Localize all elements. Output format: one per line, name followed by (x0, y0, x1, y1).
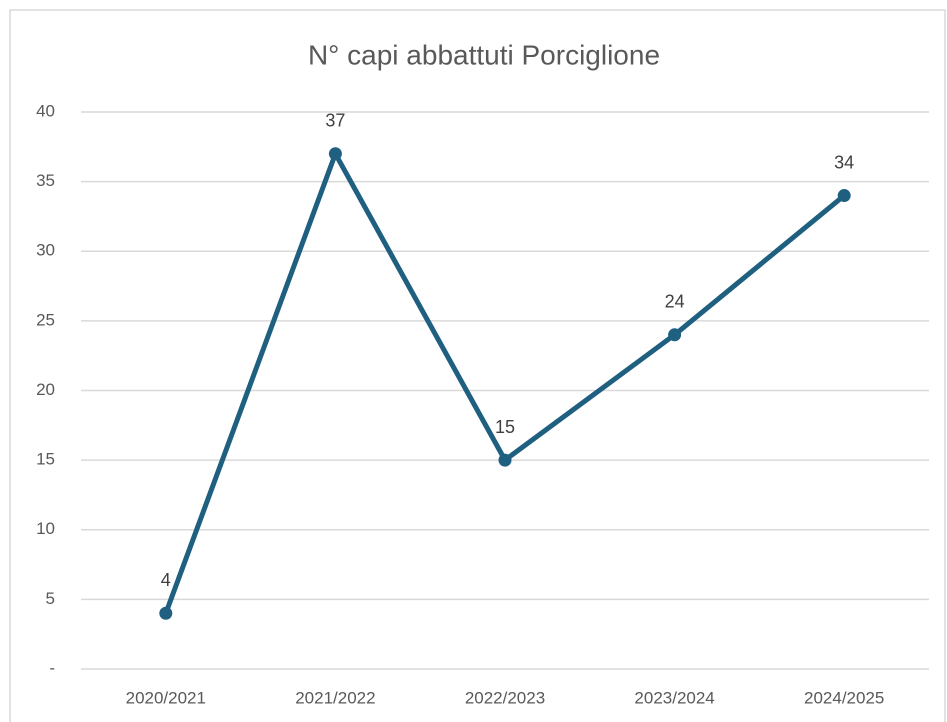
point (159, 606, 173, 620)
x-tick-label: 2024/2025 (804, 688, 884, 707)
x-tick-label: 2021/2022 (295, 688, 375, 707)
y-tick-label: 10 (36, 519, 55, 538)
data-label: 37 (325, 111, 345, 131)
y-tick-label: 30 (36, 241, 55, 260)
point (328, 147, 342, 161)
y-tick-label: 25 (36, 310, 55, 329)
y-tick-label: 15 (36, 450, 55, 469)
data-label: 4 (161, 570, 171, 590)
data-label: 15 (495, 417, 515, 437)
point (668, 328, 682, 342)
chart-border (9, 9, 946, 722)
point (837, 189, 851, 203)
x-tick-label: 2020/2021 (126, 688, 206, 707)
y-tick-label: 40 (36, 101, 55, 120)
data-label: 34 (834, 152, 854, 172)
x-tick-label: 2023/2024 (634, 688, 714, 707)
point (498, 453, 512, 467)
x-tick-label: 2022/2023 (465, 688, 545, 707)
data-label: 24 (665, 292, 685, 312)
y-tick-label: 20 (36, 380, 55, 399)
y-tick-label: - (49, 658, 55, 677)
chart-title: N° capi abbattuti Porciglione (308, 39, 660, 70)
y-tick-label: 35 (36, 171, 55, 190)
y-tick-label: 5 (46, 589, 55, 608)
